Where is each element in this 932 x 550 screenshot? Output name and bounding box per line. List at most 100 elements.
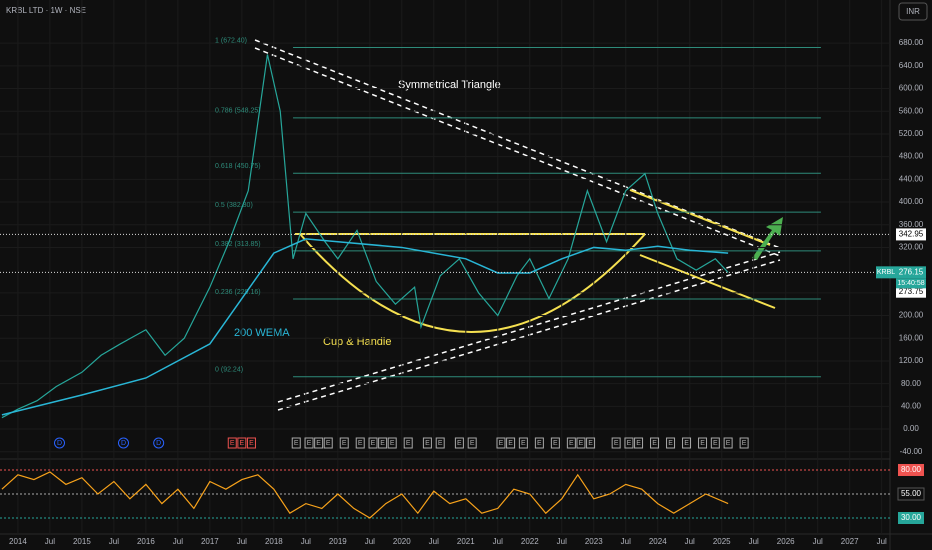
earnings-label: E xyxy=(457,440,462,447)
annotation: Cup & Handle xyxy=(323,336,392,348)
earnings-marker xyxy=(506,437,516,449)
x-tick-label: Jul xyxy=(877,537,887,546)
earnings-label: E xyxy=(742,440,747,447)
earnings-label: E xyxy=(614,440,619,447)
rsi-tick-label: 80.00 xyxy=(901,465,922,474)
dividend-marker xyxy=(117,437,129,449)
earnings-label: E xyxy=(713,440,718,447)
x-tick-label: 2022 xyxy=(521,537,539,546)
earnings-marker xyxy=(710,437,720,449)
earnings-marker xyxy=(534,437,544,449)
y-tick-label: 400.00 xyxy=(899,197,924,206)
y-tick-label: 600.00 xyxy=(899,84,924,93)
y-tick-label: 120.00 xyxy=(899,356,924,365)
earnings-marker xyxy=(435,437,445,449)
x-tick-label: 2027 xyxy=(841,537,859,546)
x-tick-label: Jul xyxy=(749,537,759,546)
earnings-marker xyxy=(496,437,506,449)
earnings-label: E xyxy=(684,440,689,447)
earnings-marker xyxy=(291,437,301,449)
x-tick-label: 2024 xyxy=(649,537,667,546)
earnings-label: E xyxy=(569,440,574,447)
earnings-label: E xyxy=(240,440,245,447)
earnings-marker xyxy=(467,437,477,449)
x-tick-label: 2021 xyxy=(457,537,475,546)
earnings-label: E xyxy=(579,440,584,447)
earnings-marker xyxy=(682,437,692,449)
drawings xyxy=(254,39,783,411)
earnings-label: E xyxy=(294,440,299,447)
cup-curve xyxy=(299,233,646,333)
earnings-label: E xyxy=(668,440,673,447)
x-tick-label: Jul xyxy=(365,537,375,546)
fib-label: 0.236 (229.16) xyxy=(215,289,261,296)
earnings-label: E xyxy=(470,440,475,447)
earnings-label: E xyxy=(390,440,395,447)
earnings-label: E xyxy=(406,440,411,447)
y-tick-label: 0.00 xyxy=(903,424,919,433)
fib-label: 0.786 (548.25) xyxy=(215,108,261,115)
symbol-label: KRBL xyxy=(877,269,895,276)
earnings-label: E xyxy=(438,440,443,447)
x-tick-label: 2018 xyxy=(265,537,283,546)
currency[interactable]: INR xyxy=(906,7,920,16)
earnings-label: E xyxy=(380,440,385,447)
earnings-marker xyxy=(314,437,324,449)
y-tick-label: 440.00 xyxy=(899,174,924,183)
earnings-marker xyxy=(387,437,397,449)
earnings-marker xyxy=(323,437,333,449)
dividend-marker xyxy=(54,437,66,449)
x-tick-label: Jul xyxy=(237,537,247,546)
earnings-marker xyxy=(566,437,576,449)
x-tick-label: 2014 xyxy=(9,537,27,546)
triangle-upper xyxy=(254,39,781,249)
y-tick-label: 40.00 xyxy=(901,401,922,410)
wema-line xyxy=(1,238,729,416)
earnings-marker xyxy=(355,437,365,449)
x-tick-label: Jul xyxy=(685,537,695,546)
earnings-marker xyxy=(237,437,247,449)
y-tick-label: -40.00 xyxy=(900,447,923,456)
rsi-tick-label: 55.00 xyxy=(901,489,922,498)
earnings-marker xyxy=(624,437,634,449)
triangle-lower xyxy=(277,259,781,411)
x-tick-label: 2020 xyxy=(393,537,411,546)
price-label: 342.95 xyxy=(899,230,924,239)
x-tick-label: Jul xyxy=(429,537,439,546)
x-tick-label: Jul xyxy=(301,537,311,546)
earnings-marker xyxy=(422,437,432,449)
fib-label: 0.5 (382.30) xyxy=(215,202,253,209)
earnings-label: E xyxy=(726,440,731,447)
series-label: 200 WEMA xyxy=(234,327,290,339)
price-label: 273.75 xyxy=(899,287,924,296)
earnings-marker xyxy=(339,437,349,449)
x-tick-label: 2015 xyxy=(73,537,91,546)
price-label: 276.15 xyxy=(899,267,924,276)
rsi-tick-box xyxy=(898,512,924,525)
currency-button[interactable] xyxy=(898,2,928,21)
earnings-label: E xyxy=(358,440,363,447)
dividend-label: D xyxy=(156,440,161,447)
y-tick-label: 160.00 xyxy=(899,333,924,342)
dividend-marker xyxy=(153,437,165,449)
earnings-marker xyxy=(611,437,621,449)
price-box xyxy=(896,285,926,298)
fib-label: 0.382 (313.85) xyxy=(215,241,261,248)
x-tick-label: 2019 xyxy=(329,537,347,546)
x-tick-label: Jul xyxy=(621,537,631,546)
y-tick-label: 360.00 xyxy=(899,220,924,229)
earnings-label: E xyxy=(588,440,593,447)
countdown-box xyxy=(896,278,926,289)
price-box xyxy=(896,228,926,241)
earnings-label: E xyxy=(230,440,235,447)
earnings-marker xyxy=(518,437,528,449)
earnings-label: E xyxy=(700,440,705,447)
earnings-label: E xyxy=(307,440,312,447)
price-line xyxy=(1,54,729,419)
x-tick-label: Jul xyxy=(813,537,823,546)
earnings-marker xyxy=(246,437,256,449)
earnings-marker xyxy=(304,437,314,449)
y-tick-label: 80.00 xyxy=(901,379,922,388)
